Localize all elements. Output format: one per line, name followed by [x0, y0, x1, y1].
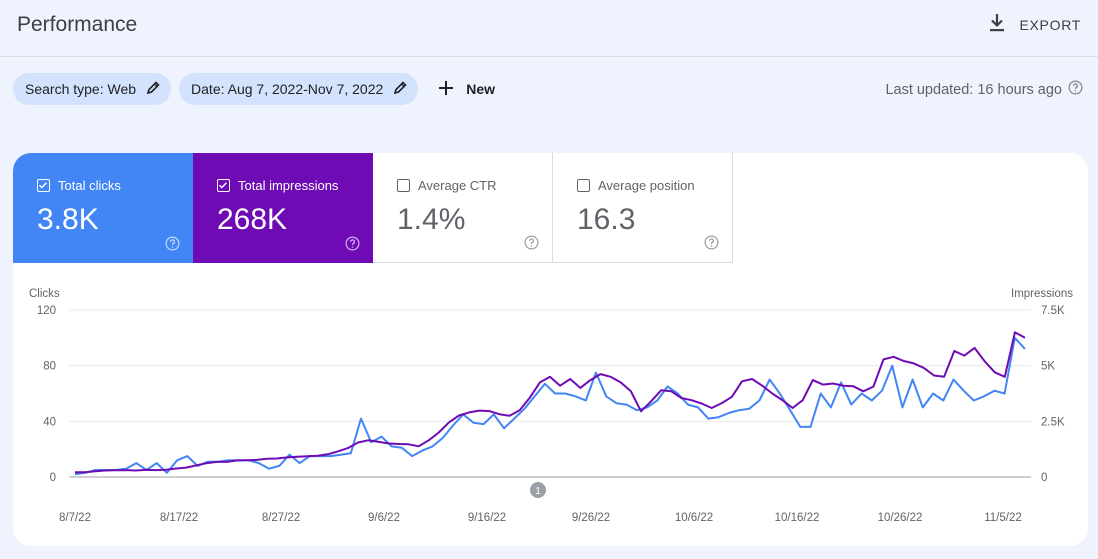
annotation-label: 1: [535, 486, 541, 497]
metric-average-position[interactable]: Average position 16.3: [553, 153, 733, 263]
x-tick-label: 10/16/22: [775, 512, 820, 524]
right-tick-label: 2.5K: [1041, 416, 1065, 428]
export-label: EXPORT: [1019, 17, 1081, 33]
metric-average-ctr[interactable]: Average CTR 1.4%: [373, 153, 553, 263]
x-tick-label: 9/6/22: [368, 512, 400, 524]
metric-value: 16.3: [577, 203, 636, 236]
x-tick-label: 10/26/22: [878, 512, 923, 524]
search-type-chip[interactable]: Search type: Web: [13, 73, 172, 105]
metric-value: 3.8K: [37, 203, 99, 236]
impressions-series-line: [75, 331, 1026, 474]
left-tick-label: 120: [37, 305, 56, 317]
download-icon: [988, 13, 1006, 38]
help-icon[interactable]: [165, 236, 180, 251]
edit-icon[interactable]: [146, 80, 160, 98]
x-tick-label: 8/17/22: [160, 512, 198, 524]
right-axis-title: Impressions: [1011, 288, 1073, 300]
metric-value: 1.4%: [397, 203, 466, 236]
annotation-marker: [530, 482, 546, 498]
date-label: Date: Aug 7, 2022-Nov 7, 2022: [191, 81, 384, 97]
metric-label: Average position: [598, 178, 695, 193]
filter-bar: Search type: Web Date: Aug 7, 2022-Nov 7…: [13, 73, 495, 105]
help-icon[interactable]: [1068, 80, 1083, 99]
metric-total-impressions[interactable]: Total impressions 268K: [193, 153, 373, 263]
checkbox-checked-icon[interactable]: [37, 179, 50, 192]
page-title: Performance: [17, 13, 138, 36]
performance-card: Total clicks 3.8K Total impressions 268K…: [13, 153, 1088, 546]
last-updated: Last updated: 16 hours ago: [885, 80, 1083, 99]
right-tick-label: 0: [1041, 472, 1047, 484]
last-updated-text: Last updated: 16 hours ago: [885, 81, 1062, 98]
help-icon[interactable]: [704, 235, 719, 250]
metric-label: Total clicks: [58, 178, 121, 193]
left-tick-label: 40: [43, 416, 56, 428]
search-type-label: Search type: Web: [25, 81, 137, 97]
metric-label: Average CTR: [418, 178, 497, 193]
right-tick-label: 7.5K: [1041, 305, 1065, 317]
x-tick-label: 9/16/22: [468, 512, 506, 524]
x-tick-label: 8/27/22: [262, 512, 300, 524]
metric-value: 268K: [217, 203, 288, 236]
left-tick-label: 0: [50, 472, 56, 484]
x-tick-label: 9/26/22: [572, 512, 610, 524]
metric-label: Total impressions: [238, 178, 339, 193]
checkbox-unchecked-icon[interactable]: [397, 179, 410, 192]
checkbox-unchecked-icon[interactable]: [577, 179, 590, 192]
help-icon[interactable]: [524, 235, 539, 250]
help-icon[interactable]: [345, 236, 360, 251]
x-tick-label: 8/7/22: [59, 512, 91, 524]
x-tick-label: 11/5/22: [984, 512, 1022, 524]
clicks-series-line: [74, 336, 1026, 476]
new-filter-button[interactable]: New: [438, 80, 495, 99]
page-header: Performance EXPORT: [0, 0, 1098, 57]
metric-total-clicks[interactable]: Total clicks 3.8K: [13, 153, 193, 263]
metric-tabs: Total clicks 3.8K Total impressions 268K…: [13, 153, 733, 263]
plus-icon: [438, 80, 454, 99]
left-tick-label: 80: [43, 361, 56, 373]
right-tick-label: 5K: [1041, 361, 1055, 373]
date-chip[interactable]: Date: Aug 7, 2022-Nov 7, 2022: [179, 73, 419, 105]
export-button[interactable]: EXPORT: [988, 13, 1081, 37]
left-axis-title: Clicks: [29, 288, 60, 300]
x-tick-label: 10/6/22: [675, 512, 713, 524]
checkbox-checked-icon[interactable]: [217, 179, 230, 192]
edit-icon[interactable]: [393, 80, 407, 98]
performance-chart: Clicks Impressions 120 7.5K 80 5K 40 2.5K 0 0 1 8/7…: [29, 288, 1073, 524]
new-filter-label: New: [466, 81, 496, 97]
